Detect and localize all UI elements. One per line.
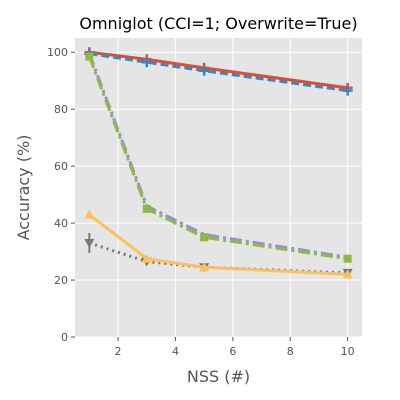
data-point — [142, 204, 151, 213]
data-point — [199, 262, 210, 272]
series-line — [87, 53, 348, 259]
series-layer — [84, 47, 353, 279]
y-tick-label: 20 — [54, 274, 68, 287]
series-4 — [85, 52, 352, 263]
data-point — [84, 209, 95, 219]
data-point — [141, 253, 152, 263]
series-line — [88, 213, 348, 276]
y-tick-label: 60 — [54, 160, 68, 173]
data-point — [199, 65, 210, 76]
series-line — [88, 241, 348, 275]
x-axis-label: NSS (#) — [187, 367, 250, 386]
data-point — [342, 269, 353, 279]
data-point — [84, 239, 95, 249]
series-line — [89, 50, 348, 90]
x-tick-label: 6 — [229, 345, 236, 358]
y-axis-label: Accuracy (%) — [14, 135, 33, 241]
series-6 — [84, 209, 353, 279]
y-tick-label: 40 — [54, 217, 68, 230]
x-tick-label: 2 — [115, 345, 122, 358]
chart-title: Omniglot (CCI=1; Overwrite=True) — [79, 14, 357, 33]
gridlines — [75, 38, 362, 338]
data-point — [200, 233, 209, 242]
x-tick-label: 4 — [172, 345, 179, 358]
plot-area — [75, 38, 362, 337]
data-point — [85, 52, 94, 61]
data-point — [141, 57, 152, 68]
y-tick-label: 100 — [47, 46, 68, 59]
x-tick-label: 8 — [287, 345, 294, 358]
x-tick-label: 10 — [341, 345, 355, 358]
data-point — [342, 85, 353, 96]
series-line — [87, 55, 348, 261]
series-line — [89, 52, 348, 93]
y-tick-label: 0 — [61, 331, 68, 344]
y-tick-label: 80 — [54, 103, 68, 116]
data-point — [343, 254, 352, 263]
